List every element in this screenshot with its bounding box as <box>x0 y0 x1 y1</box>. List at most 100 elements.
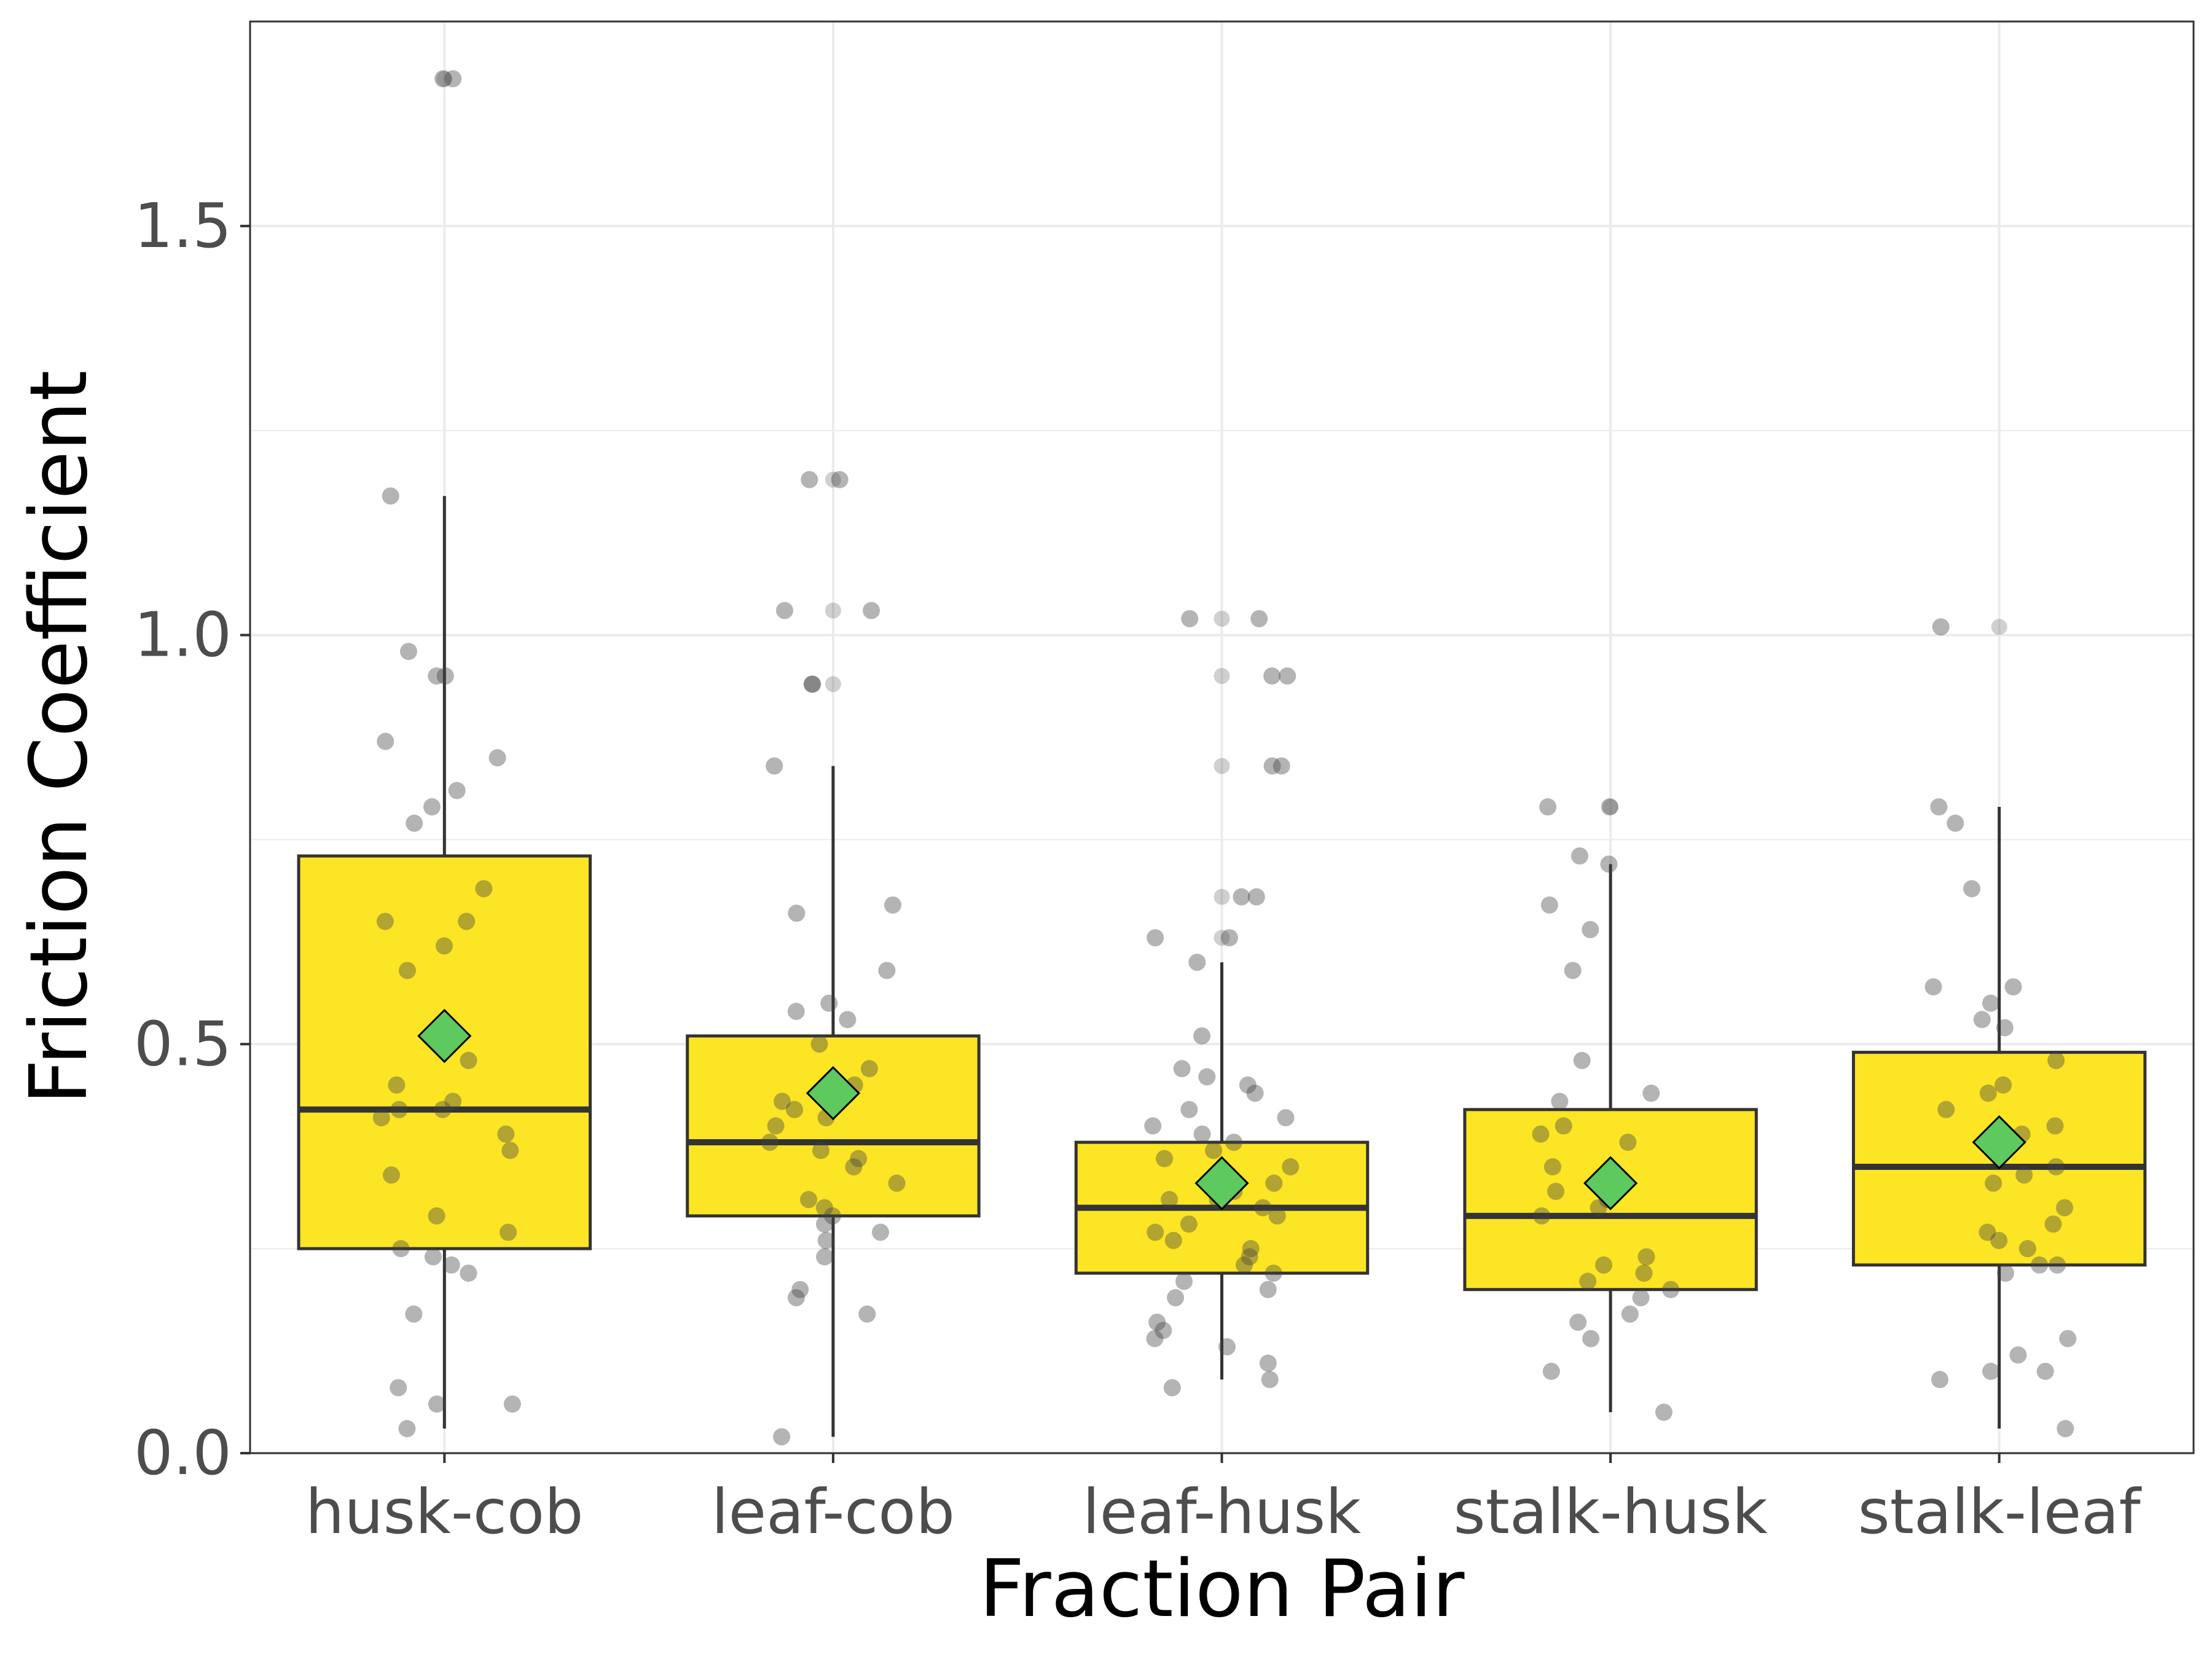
data-point <box>1564 962 1582 979</box>
data-point <box>773 1428 791 1446</box>
outlier-point <box>1214 888 1230 905</box>
data-point <box>812 1142 830 1159</box>
data-point <box>1996 1265 2014 1282</box>
data-point <box>1259 1354 1277 1372</box>
mean-marker <box>806 1066 861 1121</box>
data-point <box>1220 929 1238 947</box>
data-point <box>2036 1362 2054 1380</box>
data-point <box>423 798 441 816</box>
data-point <box>1632 1289 1650 1307</box>
y-axis-title: Friction Coefficient <box>14 371 105 1105</box>
data-point <box>1233 888 1250 906</box>
data-point <box>424 1248 442 1266</box>
data-point <box>1279 667 1296 685</box>
data-point <box>817 1231 835 1249</box>
data-point <box>1571 847 1588 865</box>
data-point <box>1265 1265 1282 1282</box>
data-point <box>1147 929 1164 947</box>
data-point <box>1533 1207 1551 1225</box>
outlier-point <box>1602 799 1619 815</box>
data-point <box>1595 1256 1613 1274</box>
data-point <box>428 1395 445 1413</box>
data-point <box>1193 1125 1211 1143</box>
data-point <box>1173 1060 1191 1078</box>
data-point <box>850 1150 868 1167</box>
data-point <box>787 1289 805 1307</box>
data-point <box>1146 1330 1164 1347</box>
data-point <box>2047 1158 2065 1175</box>
data-point <box>1147 1223 1164 1241</box>
data-point <box>1569 1313 1587 1331</box>
data-point <box>428 667 445 685</box>
y-tick-label: 1.5 <box>134 190 232 262</box>
data-point <box>372 1109 390 1127</box>
data-point <box>1242 1240 1260 1258</box>
data-point <box>2057 1420 2074 1438</box>
data-point <box>1277 1109 1295 1127</box>
data-point <box>1979 1084 1997 1102</box>
data-point <box>1273 757 1290 775</box>
data-point <box>1263 667 1281 685</box>
data-point <box>1637 1248 1655 1266</box>
x-tick-label: husk-cob <box>305 1476 584 1548</box>
data-point <box>766 757 783 775</box>
y-tick-label: 1.0 <box>134 599 232 671</box>
data-point <box>761 1134 779 1151</box>
data-point <box>858 1305 876 1323</box>
data-point <box>2059 1330 2077 1347</box>
outlier-point <box>1214 758 1230 774</box>
mean-marker <box>1972 1115 2026 1170</box>
data-point <box>800 1191 818 1209</box>
data-point <box>774 1092 791 1110</box>
data-point <box>1246 1084 1264 1102</box>
data-point <box>392 1240 410 1258</box>
outlier-point <box>1214 930 1230 946</box>
data-point <box>786 1100 804 1118</box>
data-point <box>1582 1330 1600 1347</box>
data-point <box>497 1125 515 1143</box>
axes-layer: 0.0 0.5 1.0 1.5 husk-cob leaf-cob leaf-husk sta… <box>134 190 2143 1548</box>
data-point <box>884 896 901 914</box>
outlier-point <box>825 471 841 488</box>
data-point <box>788 904 806 922</box>
data-point <box>444 1092 462 1110</box>
data-point <box>1180 1100 1198 1118</box>
data-point <box>1236 1256 1253 1274</box>
data-point <box>503 1395 521 1413</box>
outlier-point <box>1214 668 1230 684</box>
data-point <box>1619 1134 1637 1151</box>
outlier-point <box>825 676 841 692</box>
data-point <box>888 1174 906 1192</box>
data-point <box>1198 1068 1216 1086</box>
data-point <box>1543 1158 1561 1175</box>
data-point <box>815 1199 833 1217</box>
data-point <box>1259 1281 1277 1298</box>
data-point <box>810 1035 828 1053</box>
data-point <box>1937 1100 1955 1118</box>
data-point <box>2031 1256 2049 1274</box>
data-point <box>2046 1117 2064 1135</box>
x-axis-title: Fraction Pair <box>979 1543 1465 1635</box>
data-point <box>442 1256 460 1274</box>
data-point <box>2018 1240 2036 1258</box>
data-point <box>1994 1076 2012 1094</box>
data-point <box>1205 1142 1223 1159</box>
data-point <box>406 814 423 832</box>
y-tick-label: 0.5 <box>134 1008 232 1080</box>
data-point <box>500 1223 517 1241</box>
data-point <box>863 602 880 619</box>
data-point <box>1247 888 1265 906</box>
data-point <box>1582 920 1599 938</box>
mean-marker <box>1583 1156 1638 1210</box>
x-tick-label: stalk-husk <box>1454 1476 1768 1548</box>
data-point <box>1539 798 1557 816</box>
data-point <box>845 1158 863 1175</box>
jitter-points-layer <box>372 70 2077 1446</box>
data-point <box>398 1420 416 1438</box>
data-point <box>398 962 416 979</box>
data-point <box>801 471 818 488</box>
data-point <box>1254 1199 1272 1217</box>
data-point <box>405 1305 423 1323</box>
